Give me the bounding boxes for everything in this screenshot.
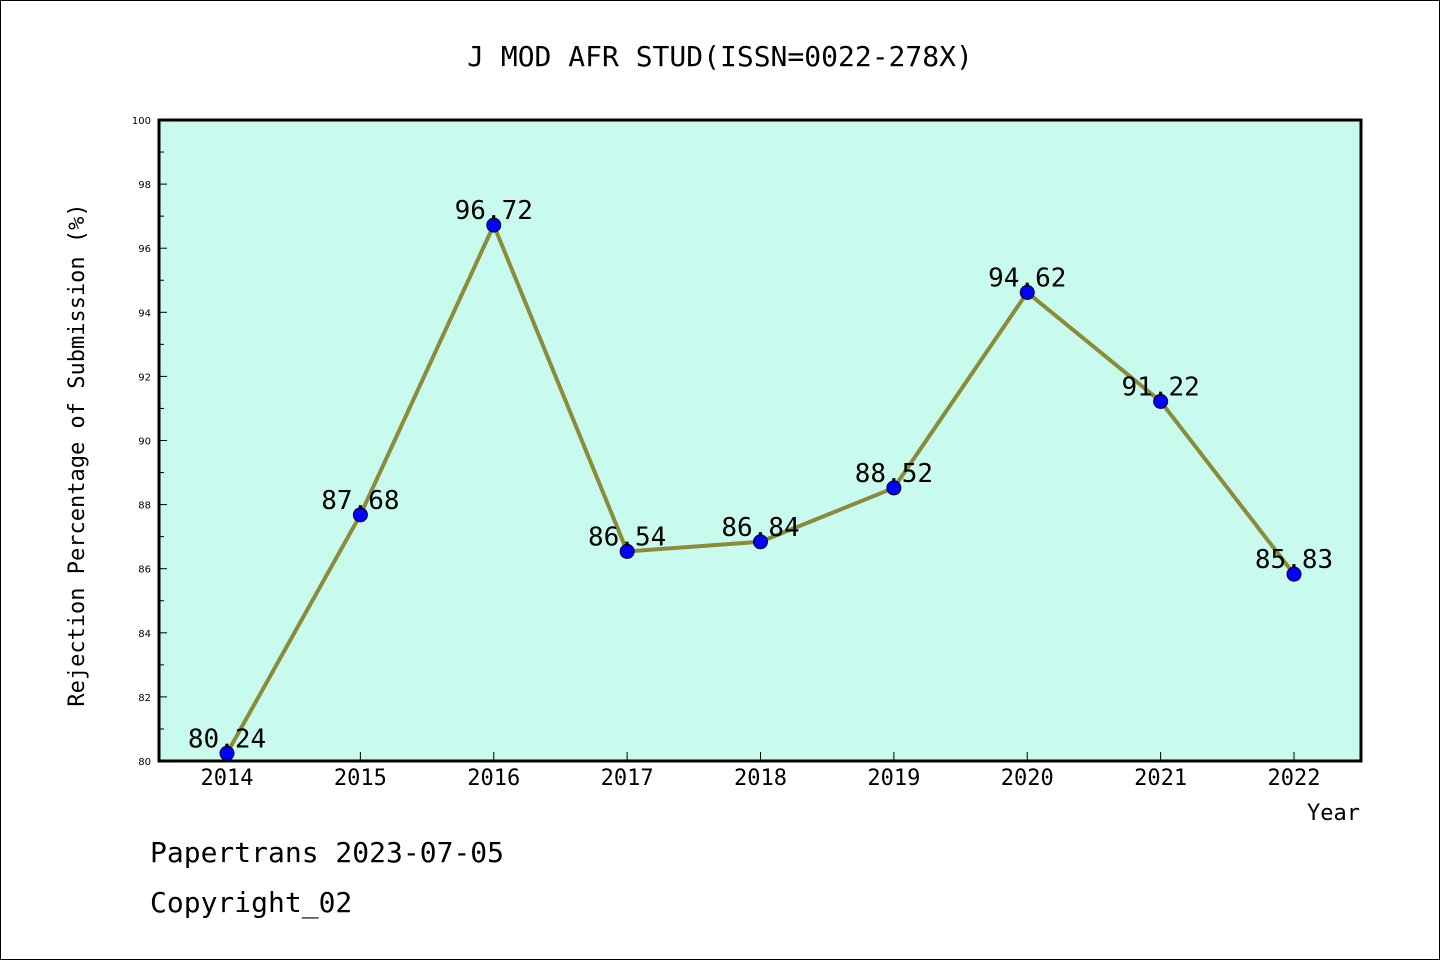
data-point-marker xyxy=(1153,393,1169,409)
x-tick-label: 2016 xyxy=(467,766,520,791)
data-label: 80.24 xyxy=(188,724,266,754)
x-tick-label: 2020 xyxy=(1001,766,1054,791)
data-point-marker xyxy=(1286,566,1302,582)
x-tick-label: 2014 xyxy=(201,766,254,791)
data-label: 91.22 xyxy=(1121,372,1199,402)
y-tick-label: 100 xyxy=(132,116,151,127)
data-label: 86.84 xyxy=(721,513,799,543)
y-tick-label: 80 xyxy=(138,757,151,768)
plot-area xyxy=(159,120,1361,761)
x-axis-label: Year xyxy=(1307,801,1360,826)
data-point-marker xyxy=(352,507,368,523)
y-tick-label: 90 xyxy=(138,437,151,448)
x-axis-ticks: 2014 2015 2016 2017 2018 2019 2020 2021 2022 xyxy=(201,752,1321,791)
footer-date-text: Papertrans 2023-07-05 xyxy=(150,836,505,869)
y-tick-label: 84 xyxy=(138,629,151,640)
y-axis-ticks: 80 82 84 86 88 90 92 94 96 98 100 xyxy=(132,116,167,768)
data-label: 86.54 xyxy=(588,522,666,552)
data-point-marker xyxy=(486,217,502,233)
x-tick-label: 2022 xyxy=(1268,766,1321,791)
y-tick-label: 86 xyxy=(138,565,151,576)
y-tick-label: 88 xyxy=(138,501,151,512)
chart-title: J MOD AFR STUD(ISSN=0022-278X) xyxy=(467,40,973,73)
x-tick-label: 2017 xyxy=(601,766,654,791)
y-tick-label: 92 xyxy=(138,372,151,383)
data-label: 94.62 xyxy=(988,263,1066,293)
plot-border xyxy=(157,118,1363,763)
data-labels: 80.24 87.68 96.72 86.54 86.84 88.52 94.62 91.22… xyxy=(188,196,1333,754)
y-tick-label: 82 xyxy=(138,693,151,704)
data-label: 87.68 xyxy=(321,486,399,516)
y-axis-label: Rejection Percentage of Submission (%) xyxy=(65,203,90,706)
data-point-marker xyxy=(886,480,902,496)
data-label: 85.83 xyxy=(1255,545,1333,575)
x-tick-label: 2021 xyxy=(1134,766,1187,791)
x-tick-label: 2015 xyxy=(334,766,387,791)
x-tick-label: 2018 xyxy=(734,766,787,791)
data-point-marker xyxy=(619,543,635,559)
y-tick-label: 94 xyxy=(138,308,151,319)
x-tick-label: 2019 xyxy=(867,766,920,791)
y-tick-label: 98 xyxy=(138,180,151,191)
data-label: 88.52 xyxy=(855,459,933,489)
footer-copyright-text: Copyright_02 xyxy=(150,886,353,919)
y-tick-label: 96 xyxy=(138,244,151,255)
data-markers xyxy=(219,217,1302,761)
data-point-marker xyxy=(1019,284,1035,300)
data-label: 96.72 xyxy=(455,196,533,226)
data-point-marker xyxy=(753,534,768,550)
